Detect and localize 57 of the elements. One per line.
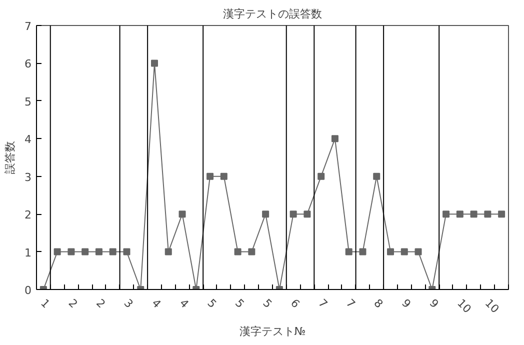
y-axis-title: 誤答数 xyxy=(4,141,16,174)
point xyxy=(151,60,158,67)
x-tick-label: 9 xyxy=(399,296,414,311)
point xyxy=(442,210,450,218)
point xyxy=(262,210,270,218)
point xyxy=(248,248,256,256)
point xyxy=(68,248,75,256)
point xyxy=(82,248,89,256)
point xyxy=(290,210,297,218)
point xyxy=(164,248,172,256)
point xyxy=(414,248,422,256)
x-tick-label: 3 xyxy=(121,296,136,311)
point xyxy=(331,135,338,142)
x-tick-label: 2 xyxy=(66,296,80,311)
y-tick-label: 5 xyxy=(24,95,32,108)
x-tick-label: 9 xyxy=(426,296,441,311)
x-tick-label: 10 xyxy=(482,296,502,316)
point xyxy=(400,248,408,256)
x-axis-title: 漢字テスト№ xyxy=(239,324,306,338)
y-tick-label: 3 xyxy=(24,170,32,184)
x-tick-label: 6 xyxy=(288,296,302,311)
y-tick-label: 1 xyxy=(24,246,32,260)
point xyxy=(220,172,228,180)
point xyxy=(498,210,506,218)
point xyxy=(456,210,464,218)
point xyxy=(54,248,61,256)
y-tick-label: 0 xyxy=(24,284,32,297)
x-tick-label: 5 xyxy=(260,296,274,311)
y-tick-label: 7 xyxy=(24,20,32,33)
x-tick-label: 4 xyxy=(149,296,164,311)
point xyxy=(359,248,366,256)
x-tick-label: 5 xyxy=(232,296,247,311)
point xyxy=(123,248,130,256)
y-tick-label: 2 xyxy=(24,208,32,222)
point xyxy=(387,248,394,256)
point xyxy=(109,248,116,256)
x-tick-label: 5 xyxy=(204,296,219,311)
x-tick-label: 7 xyxy=(316,296,330,311)
point xyxy=(318,172,325,180)
point xyxy=(95,248,102,256)
point xyxy=(304,210,311,218)
point xyxy=(178,210,186,218)
x-tick-label: 7 xyxy=(344,296,358,311)
point xyxy=(470,210,478,218)
x-tick-label: 2 xyxy=(94,296,108,311)
point xyxy=(206,172,214,180)
chart-title: 漢字テストの誤答数 xyxy=(223,8,322,20)
x-tick-label: 4 xyxy=(176,296,192,311)
x-tick-label: 1 xyxy=(38,296,52,311)
x-tick-label: 10 xyxy=(454,296,474,316)
point xyxy=(484,210,492,218)
point xyxy=(345,248,352,256)
x-tick-label: 8 xyxy=(371,296,386,311)
y-tick-label: 6 xyxy=(24,58,32,71)
point xyxy=(373,172,380,180)
y-tick-label: 4 xyxy=(24,133,32,146)
point xyxy=(234,248,242,256)
